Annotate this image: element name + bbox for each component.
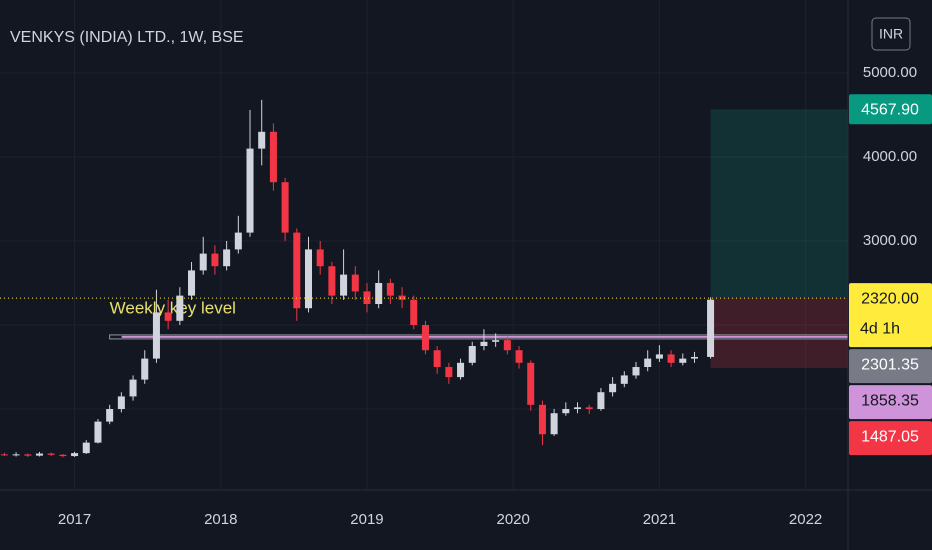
candle-body [421,325,429,351]
candle-body [667,354,675,363]
candle-body [433,350,441,368]
candle-body [351,274,359,292]
price-label-box [849,283,932,348]
y-tick-label: 4000.00 [863,148,917,165]
candle-body [12,454,20,456]
y-tick-label: 3000.00 [863,232,917,249]
x-tick-label: 2020 [496,511,529,528]
x-tick-label: 2018 [204,511,237,528]
candle-body [574,407,582,410]
candle-body [527,362,535,405]
candle-body [386,283,394,296]
candle-body [199,253,207,271]
x-tick-label: 2022 [789,511,822,528]
price-label: 2320.00 [861,290,919,307]
currency-button[interactable] [871,17,911,51]
candle-body [340,274,348,296]
candle-body [679,358,687,363]
currency-label[interactable]: INR [879,26,903,42]
candle-body [59,454,67,457]
candle-body [316,249,324,267]
candle-body [445,367,453,378]
candle-body [82,442,90,454]
y-tick-label: 5000.00 [863,64,917,81]
candle-body [304,249,313,309]
candle-body [707,299,715,357]
key-level-text: Weekly key level [110,298,236,317]
candle-body [106,409,114,422]
candle-body [492,340,500,342]
candle-body [515,350,523,363]
profit-zone [710,109,848,299]
candle-body [585,407,593,410]
loss-zone [710,298,848,369]
candle-body [258,131,266,149]
candle-body [363,291,371,305]
candle-body [597,392,605,410]
candle-body [538,404,546,435]
price-label: 1858.35 [861,392,919,409]
candle-body [246,148,254,233]
candle-body [24,454,32,456]
price-label: 1487.05 [861,428,919,445]
candle-body [188,270,196,296]
candle-body [211,253,219,267]
candle-body [176,295,184,321]
candle-body [609,383,617,393]
price-label: 2301.35 [861,356,919,373]
candle-body [632,367,640,376]
candle-body [223,249,231,267]
candle-body [480,341,488,347]
candle-body [328,266,336,296]
x-tick-label: 2019 [350,511,383,528]
candle-body [35,453,43,456]
candle-body [47,453,55,455]
candle-body [141,358,149,380]
candle-body [152,312,160,359]
candle-body [468,346,476,363]
candle-body [410,299,418,326]
candle-body [94,421,102,443]
price-label: 4567.90 [861,102,919,119]
price-label-box [849,94,932,125]
x-tick-label: 2017 [58,511,91,528]
chart-title: VENKYS (INDIA) LTD., 1W, BSE [10,29,244,46]
candle-body [620,375,628,384]
candle-body [398,295,406,300]
candle-body [117,396,125,410]
candle-body [71,453,79,457]
candle-body [164,312,172,321]
price-label-box [849,421,932,456]
candle-body [457,362,465,378]
candle-body [281,182,289,233]
countdown: 4d 1h [860,320,900,337]
price-label-box [849,349,932,384]
candle-body [293,232,301,309]
candle-body [503,340,511,351]
candle-body [129,379,137,397]
candle-body [0,454,8,456]
candle-body [690,356,698,359]
candle-body [234,232,242,250]
candle-body [550,413,558,435]
candle-body [644,358,652,368]
price-label-box [849,385,932,420]
candle-body [562,409,570,414]
candle-body [655,354,663,359]
candle-body [375,283,383,305]
candle-body [269,131,277,183]
x-tick-label: 2021 [643,511,676,528]
